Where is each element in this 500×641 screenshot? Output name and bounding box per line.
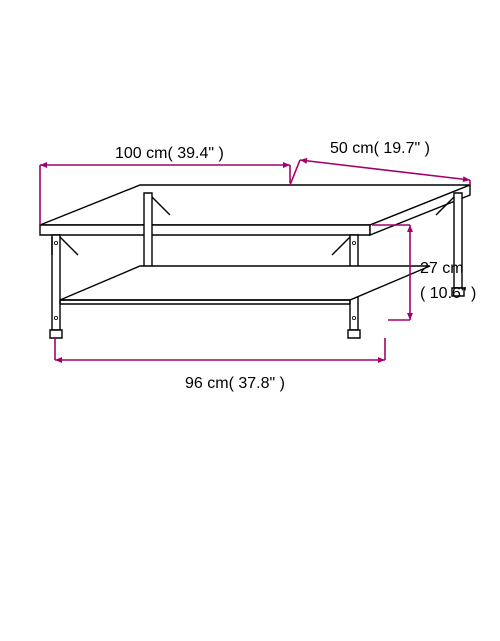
- dim-label-width-bottom: 96 cm( 37.8" ): [185, 375, 285, 393]
- dim-label-height-in: ( 10.6" ): [420, 285, 476, 303]
- dim-label-depth-top: 50 cm( 19.7" ): [330, 140, 430, 158]
- dim-label-width-top: 100 cm( 39.4" ): [115, 145, 224, 163]
- dim-label-height-cm: 27 cm: [420, 260, 464, 278]
- diagram-stage: 100 cm( 39.4" ) 50 cm( 19.7" ) 27 cm ( 1…: [0, 0, 500, 641]
- dimension-diagram: [0, 0, 500, 641]
